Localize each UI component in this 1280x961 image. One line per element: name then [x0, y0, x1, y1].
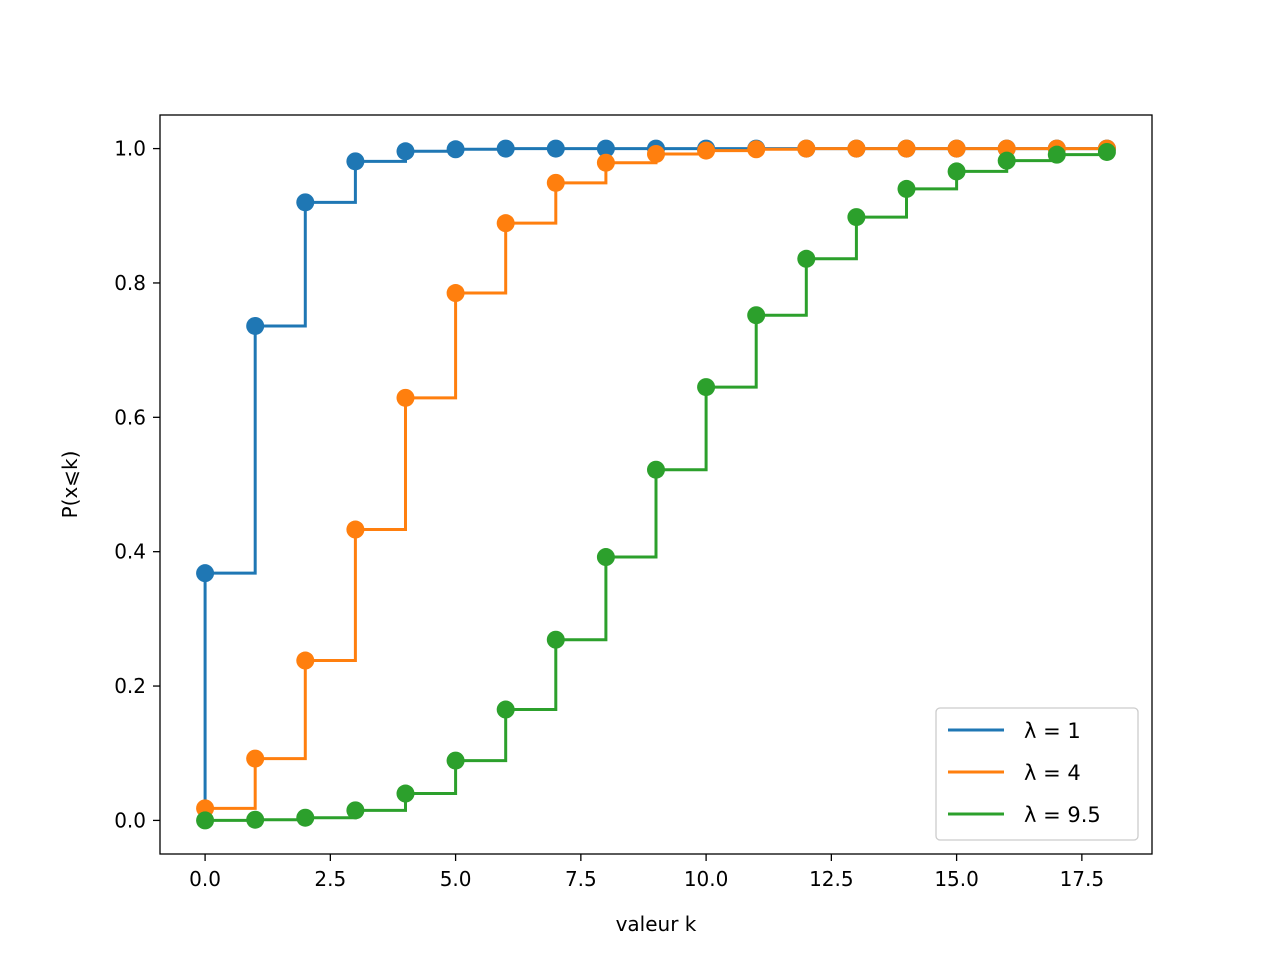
data-point	[596, 139, 615, 158]
legend-label: λ = 9.5	[1024, 803, 1101, 827]
y-tick-label: 0.6	[114, 405, 146, 429]
legend: λ = 1 λ = 4 λ = 9.5	[935, 707, 1139, 841]
data-point	[747, 140, 766, 159]
series-2	[196, 142, 1116, 830]
data-point	[446, 140, 465, 159]
data-point	[546, 139, 565, 158]
x-tick-label: 0.0	[189, 867, 221, 891]
data-point	[947, 139, 966, 158]
data-point	[697, 378, 716, 397]
data-point	[546, 630, 565, 649]
data-point	[496, 214, 515, 233]
y-tick-label: 0.2	[114, 674, 146, 698]
data-point	[1097, 142, 1116, 161]
data-point	[246, 316, 265, 335]
data-point	[496, 700, 515, 719]
data-point	[396, 142, 415, 161]
x-tick-label: 5.0	[440, 867, 472, 891]
series-layer	[196, 139, 1116, 830]
data-point	[647, 460, 665, 479]
x-tick-label: 17.5	[1060, 867, 1105, 891]
data-point	[797, 139, 816, 158]
x-tick-label: 2.5	[314, 867, 346, 891]
data-point	[346, 520, 365, 539]
legend-box	[935, 707, 1139, 841]
data-point	[196, 564, 215, 583]
x-tick-label: 12.5	[809, 867, 854, 891]
data-point	[446, 284, 465, 303]
y-tick-label: 0.8	[114, 271, 146, 295]
data-point	[346, 801, 365, 820]
plot-frame	[159, 114, 1153, 855]
data-point	[396, 784, 415, 803]
data-point	[1047, 145, 1066, 164]
data-point	[897, 139, 916, 158]
data-point	[797, 249, 816, 268]
legend-label: λ = 1	[1024, 719, 1081, 743]
data-point	[296, 651, 315, 670]
data-point	[546, 173, 565, 192]
legend-item: λ = 4	[948, 761, 1081, 785]
x-tick-label: 7.5	[565, 867, 597, 891]
data-point	[446, 751, 465, 770]
y-tick-label: 0.4	[114, 540, 146, 564]
data-point	[296, 193, 315, 212]
data-point	[296, 808, 315, 827]
legend-item: λ = 9.5	[948, 803, 1101, 827]
data-point	[346, 152, 365, 171]
legend-item: λ = 1	[948, 719, 1081, 743]
y-axis-label: P(x⩽k)	[58, 451, 82, 519]
data-point	[496, 139, 515, 158]
data-point	[246, 749, 265, 768]
x-tick-label: 10.0	[684, 867, 729, 891]
data-point	[997, 151, 1016, 170]
data-point	[396, 388, 415, 407]
data-point	[246, 810, 265, 829]
data-point	[596, 153, 615, 172]
data-point	[596, 548, 615, 567]
data-point	[847, 139, 866, 158]
x-axis-label: valeur k	[616, 912, 697, 936]
data-point	[697, 141, 716, 160]
y-tick-label: 0.0	[114, 808, 146, 832]
y-axis: 0.0 0.2 0.4 0.6 0.8 1.0	[114, 137, 160, 832]
y-tick-label: 1.0	[114, 137, 146, 161]
legend-label: λ = 4	[1024, 761, 1081, 785]
data-point	[747, 306, 766, 325]
data-point	[196, 811, 215, 830]
data-point	[647, 144, 665, 163]
data-point	[947, 162, 966, 181]
x-axis: 0.0 2.5 5.0 7.5 10.0 12.5 15.0 17.5	[189, 854, 1104, 891]
data-point	[897, 179, 916, 198]
data-point	[847, 208, 866, 227]
x-tick-label: 15.0	[934, 867, 979, 891]
